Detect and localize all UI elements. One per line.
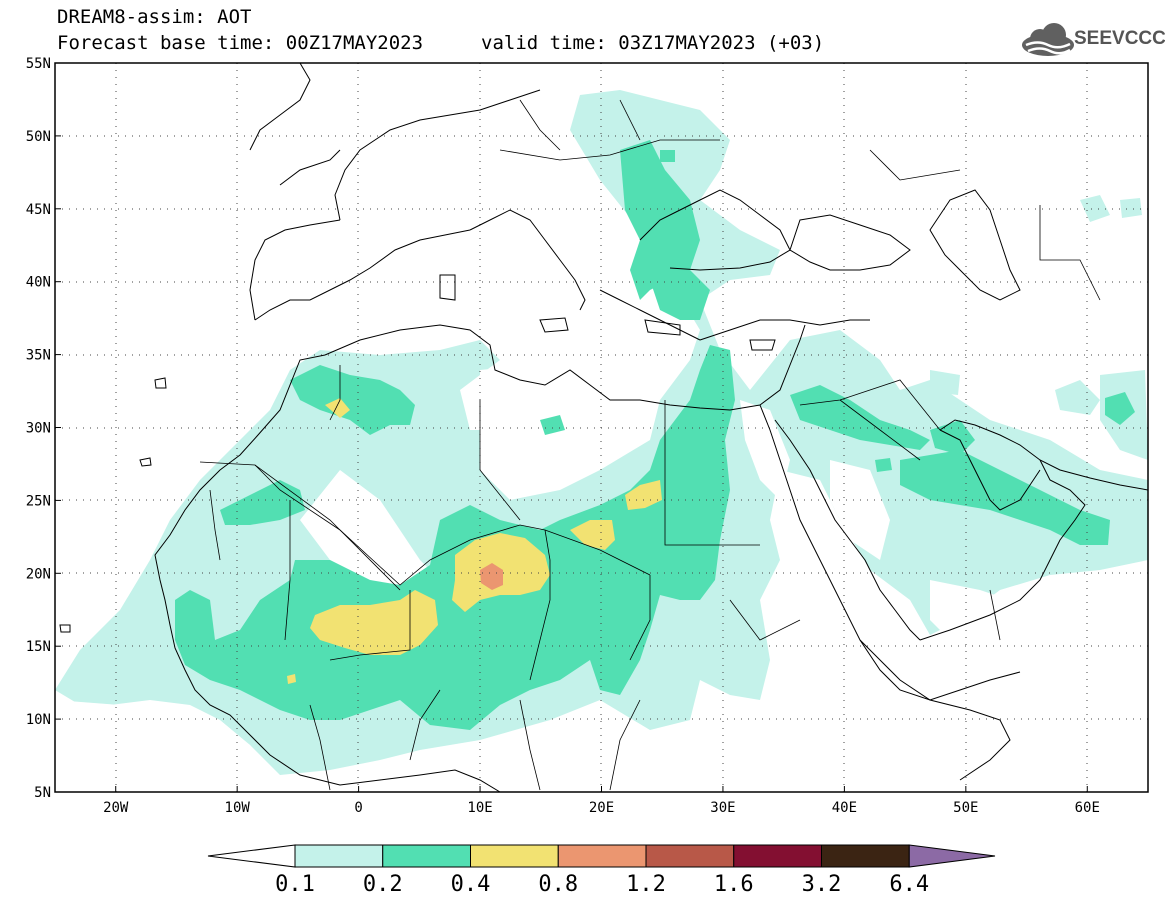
lat-tick-label: 5N — [34, 785, 51, 801]
colorbar-label: 1.6 — [713, 872, 754, 897]
aot-field-0-4 — [287, 398, 662, 684]
valid-time: valid time: 03Z17MAY2023 (+03) — [481, 32, 825, 54]
lon-tick-label: 10E — [467, 800, 492, 816]
lon-tick-label: 30E — [710, 800, 735, 816]
lat-tick-label: 25N — [26, 493, 51, 509]
colorbar-segment — [733, 844, 822, 868]
colorbar-label: 0.1 — [275, 872, 315, 897]
lat-tick-label: 40N — [26, 275, 51, 291]
lon-tick-label: 50E — [953, 800, 978, 816]
aot-field-clear — [55, 365, 1060, 792]
country-borders — [199, 99, 1101, 791]
colorbar-segment — [382, 844, 471, 868]
lon-tick-label: 10W — [225, 800, 251, 816]
colorbar-label: 0.2 — [362, 872, 403, 897]
lon-tick-label: 0 — [354, 800, 362, 816]
lon-tick-label: 40E — [832, 800, 857, 816]
coastlines — [59, 63, 1148, 792]
lat-tick-label: 15N — [26, 639, 51, 655]
lat-tick-label: 50N — [26, 129, 51, 145]
colorbar-under-triangle — [207, 844, 296, 868]
colorbar-segment — [470, 844, 559, 868]
lat-tick-label: 35N — [26, 348, 51, 364]
lat-tick-label: 45N — [26, 202, 51, 218]
chart-title: DREAM8-assim: AOT — [57, 6, 252, 28]
lon-tick-label: 20E — [589, 800, 614, 816]
logo-text: SEEVCCC — [1074, 28, 1165, 49]
lat-tick-label: 30N — [26, 421, 51, 437]
colorbar-over-triangle — [908, 844, 996, 868]
colorbar — [207, 844, 996, 868]
lat-tick-label: 20N — [26, 566, 51, 582]
lat-tick-label: 10N — [26, 712, 51, 728]
cloud-logo-icon — [1022, 23, 1074, 56]
colorbar-label: 1.2 — [626, 872, 666, 897]
aot-field-0-8 — [480, 563, 503, 590]
colorbar-segment — [645, 844, 735, 868]
colorbar-label: 0.4 — [450, 872, 491, 897]
lon-tick-label: 60E — [1075, 800, 1100, 816]
colorbar-label: 0.8 — [538, 872, 579, 897]
colorbar-segment — [294, 844, 384, 868]
lat-tick-label: 55N — [26, 56, 51, 72]
colorbar-label: 3.2 — [801, 872, 842, 897]
lon-tick-label: 20W — [103, 800, 129, 816]
colorbar-segment — [821, 844, 910, 868]
colorbar-segment — [557, 844, 647, 868]
forecast-base-time: Forecast base time: 00Z17MAY2023 — [57, 32, 424, 54]
colorbar-label: 6.4 — [889, 872, 930, 897]
